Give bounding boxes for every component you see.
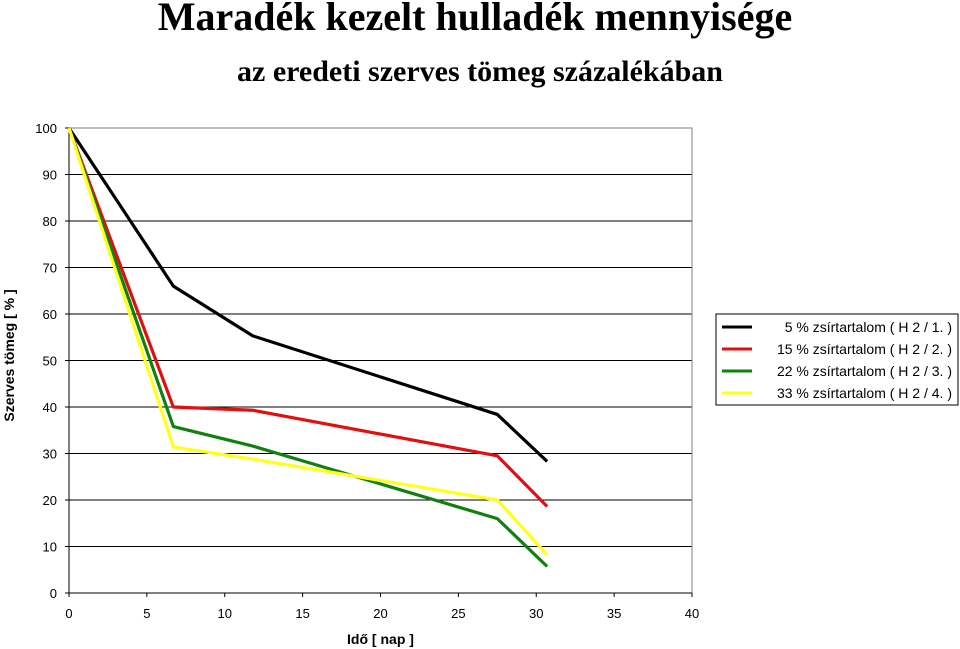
series-line-1 [67, 127, 549, 463]
y-axis-label: Szerves tömeg [ % ] [1, 289, 17, 421]
x-tick-label-5: 5 [143, 606, 150, 621]
y-tick-label-0: 0 [50, 586, 57, 601]
y-tick-label-90: 90 [43, 168, 57, 183]
y-tick-label-60: 60 [43, 307, 57, 322]
y-tick-label-50: 50 [43, 354, 57, 369]
y-tick-label-40: 40 [43, 400, 57, 415]
legend-entry-1: 5 % zsírtartalom ( H 2 / 1. ) [785, 319, 952, 335]
series-line-4 [67, 127, 549, 556]
series-lines [67, 127, 549, 568]
y-tick-label-70: 70 [43, 261, 57, 276]
x-tick-label-25: 25 [451, 606, 465, 621]
x-axis-label: Idő [ nap ] [347, 631, 414, 647]
y-tick-label-20: 20 [43, 493, 57, 508]
chart-subtitle: az eredeti szerves tömeg százalékában [237, 55, 723, 88]
y-tick-label-100: 100 [35, 121, 57, 136]
series-line-2 [67, 127, 549, 508]
x-tick-label-15: 15 [295, 606, 309, 621]
x-tick-label-35: 35 [607, 606, 621, 621]
x-tick-label-0: 0 [65, 606, 72, 621]
y-tick-labels: 0 10 20 30 40 50 60 70 80 90 100 [35, 121, 57, 601]
legend-box [715, 313, 959, 406]
legend: 5 % zsírtartalom ( H 2 / 1. ) 15 % zsírta… [715, 313, 959, 406]
legend-entry-3: 22 % zsírtartalom ( H 2 / 3. ) [777, 363, 952, 379]
y-tick-label-80: 80 [43, 214, 57, 229]
x-tick-labels: 0 5 10 15 20 25 30 35 40 [65, 606, 699, 621]
y-tick-label-10: 10 [43, 540, 57, 555]
legend-entry-2: 15 % zsírtartalom ( H 2 / 2. ) [777, 341, 952, 357]
x-tick-label-30: 30 [529, 606, 543, 621]
series-line-3 [67, 127, 549, 568]
x-tick-label-40: 40 [685, 606, 699, 621]
x-tick-label-20: 20 [373, 606, 387, 621]
grid-lines [69, 127, 692, 547]
y-tick-label-30: 30 [43, 447, 57, 462]
legend-entry-4: 33 % zsírtartalom ( H 2 / 4. ) [777, 385, 952, 401]
chart-title: Maradék kezelt hulladék mennyisége [157, 0, 793, 39]
x-tick-label-10: 10 [218, 606, 232, 621]
axes [65, 127, 693, 597]
